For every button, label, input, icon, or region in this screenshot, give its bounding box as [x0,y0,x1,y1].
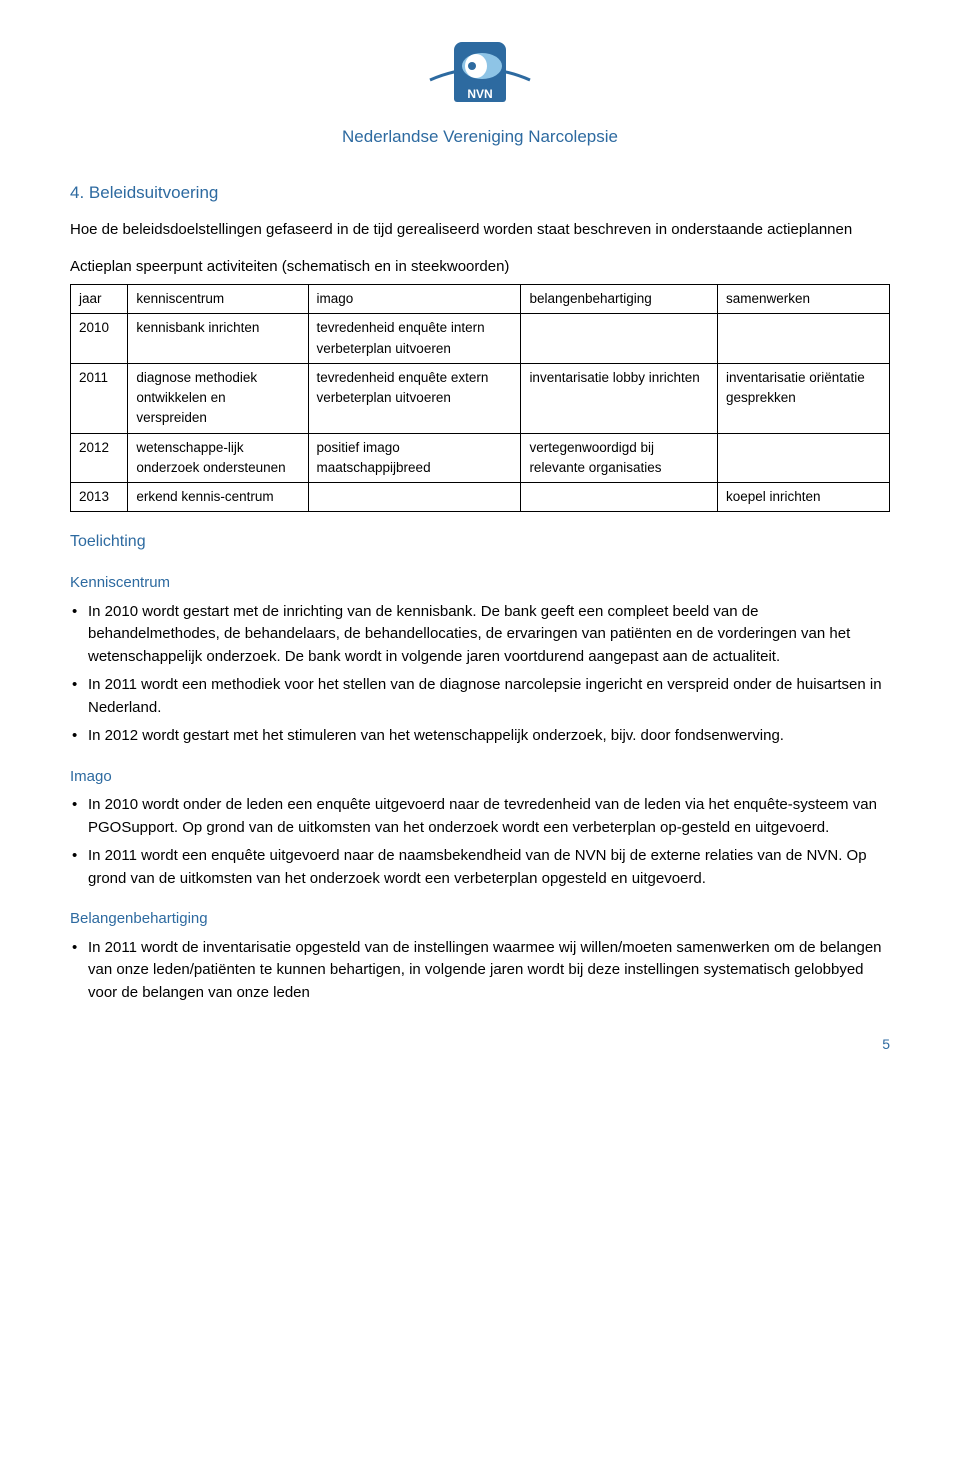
table-row: 2012 wetenschappe-lijk onderzoek onderst… [71,433,890,483]
logo-acronym: NVN [467,87,492,101]
bullet-list: In 2011 wordt de inventarisatie opgestel… [70,937,890,1005]
list-item: In 2012 wordt gestart met het stimuleren… [70,725,890,748]
toelichting-group: Belangenbehartiging In 2011 wordt de inv… [70,908,890,1004]
cell-samenwerken: koepel inrichten [717,483,889,512]
section-title: 4. Beleidsuitvoering [70,180,890,206]
col-header-jaar: jaar [71,285,128,314]
col-header-belangenbehartiging: belangenbehartiging [521,285,718,314]
logo-caption: Nederlandse Vereniging Narcolepsie [70,124,890,150]
cell-belangenbehartiging [521,483,718,512]
intro-text: Hoe de beleidsdoelstellingen gefaseerd i… [70,219,890,242]
cell-samenwerken: inventarisatie oriëntatie gesprekken [717,363,889,433]
list-item: In 2010 wordt gestart met de inrichting … [70,601,890,669]
bullet-list: In 2010 wordt onder de leden een enquête… [70,794,890,890]
nvn-logo-icon: NVN [420,40,540,118]
cell-kenniscentrum: kennisbank inrichten [128,314,308,364]
list-item: In 2011 wordt een methodiek voor het ste… [70,674,890,719]
table-row: 2013 erkend kennis-centrum koepel inrich… [71,483,890,512]
col-header-samenwerken: samenwerken [717,285,889,314]
list-item: In 2011 wordt de inventarisatie opgestel… [70,937,890,1005]
table-row: 2010 kennisbank inrichten tevredenheid e… [71,314,890,364]
table-header-row: jaar kenniscentrum imago belangenbeharti… [71,285,890,314]
cell-imago [308,483,521,512]
cell-jaar: 2012 [71,433,128,483]
actieplan-caption: Actieplan speerpunt activiteiten (schema… [70,256,890,279]
group-title-kenniscentrum: Kenniscentrum [70,572,890,595]
actieplan-table: jaar kenniscentrum imago belangenbeharti… [70,284,890,512]
cell-imago: positief imago maatschappijbreed [308,433,521,483]
cell-kenniscentrum: erkend kennis-centrum [128,483,308,512]
table-body: 2010 kennisbank inrichten tevredenheid e… [71,314,890,512]
cell-samenwerken [717,314,889,364]
list-item: In 2010 wordt onder de leden een enquête… [70,794,890,839]
bullet-list: In 2010 wordt gestart met de inrichting … [70,601,890,748]
logo-block: NVN Nederlandse Vereniging Narcolepsie [70,40,890,150]
cell-kenniscentrum: diagnose methodiek ontwikkelen en verspr… [128,363,308,433]
page-number: 5 [70,1034,890,1055]
toelichting-heading: Toelichting [70,530,890,554]
toelichting-group: Imago In 2010 wordt onder de leden een e… [70,766,890,891]
col-header-kenniscentrum: kenniscentrum [128,285,308,314]
group-title-imago: Imago [70,766,890,789]
cell-kenniscentrum: wetenschappe-lijk onderzoek ondersteunen [128,433,308,483]
col-header-imago: imago [308,285,521,314]
group-title-belangenbehartiging: Belangenbehartiging [70,908,890,931]
cell-jaar: 2011 [71,363,128,433]
table-row: 2011 diagnose methodiek ontwikkelen en v… [71,363,890,433]
cell-belangenbehartiging: inventarisatie lobby inrichten [521,363,718,433]
list-item: In 2011 wordt een enquête uitgevoerd naa… [70,845,890,890]
cell-belangenbehartiging: vertegenwoordigd bij relevante organisat… [521,433,718,483]
cell-imago: tevredenheid enquête intern verbeterplan… [308,314,521,364]
cell-belangenbehartiging [521,314,718,364]
toelichting-group: Kenniscentrum In 2010 wordt gestart met … [70,572,890,748]
cell-jaar: 2010 [71,314,128,364]
cell-samenwerken [717,433,889,483]
cell-jaar: 2013 [71,483,128,512]
cell-imago: tevredenheid enquête extern verbeterplan… [308,363,521,433]
